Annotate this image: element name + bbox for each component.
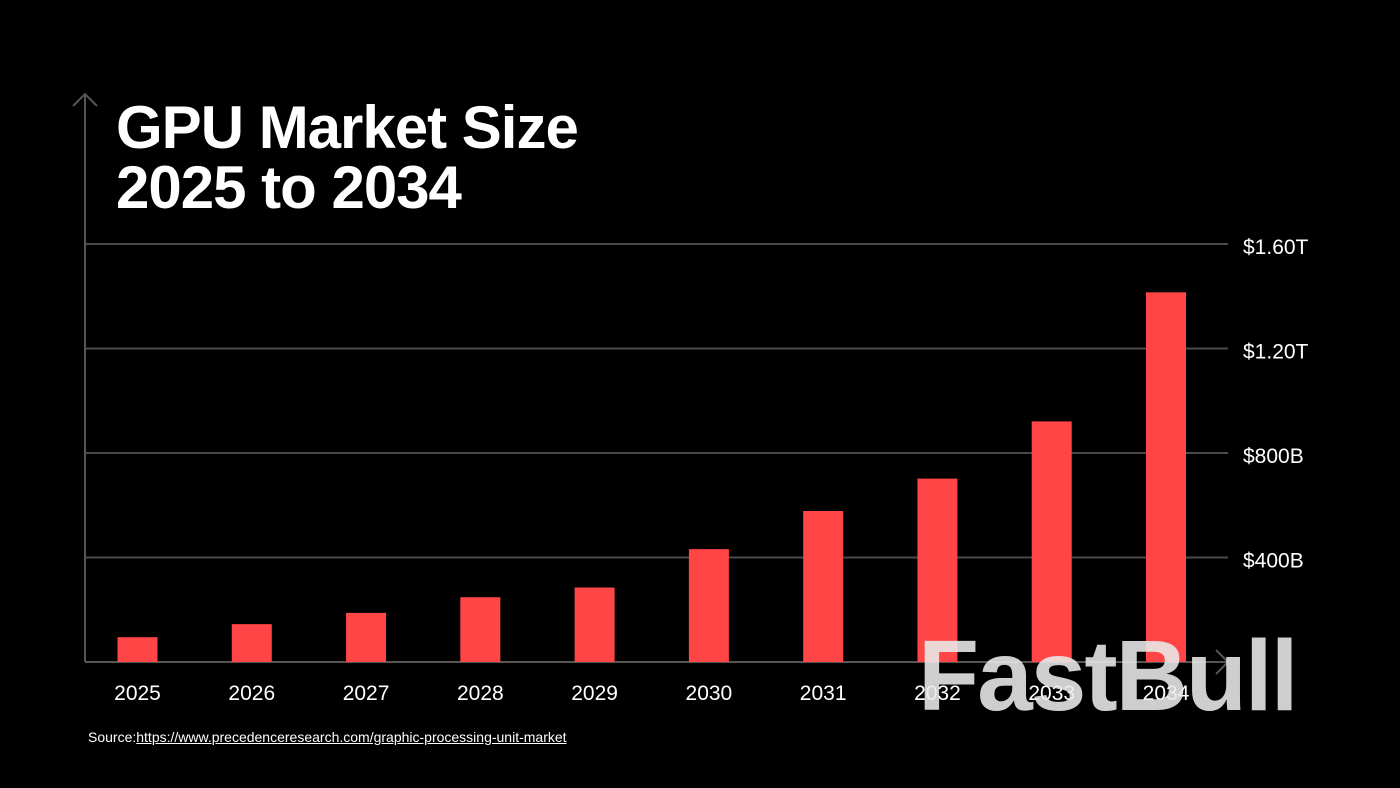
y-tick-labels: $400B $800B $1.20T $1.60T: [1243, 236, 1309, 573]
x-tick-label: 2030: [686, 682, 733, 705]
bar: [1031, 421, 1072, 662]
chart-title-line-1: GPU Market Size: [116, 94, 579, 161]
chart-title: GPU Market Size 2025 to 2034: [116, 94, 579, 221]
x-tick-label: 2033: [1028, 682, 1075, 705]
bar: [117, 637, 158, 662]
x-tick-label: 2027: [343, 682, 390, 705]
y-tick-label: $800B: [1243, 445, 1304, 468]
x-tick-label: 2032: [914, 682, 961, 705]
fastbull-watermark-logo: FastBull: [918, 620, 1298, 732]
bar: [1146, 292, 1186, 662]
x-tick-label: 2025: [114, 682, 161, 705]
y-tick-label: $1.20T: [1243, 341, 1309, 364]
x-tick-labels: 2025 2026 2027 2028 2029 2030 2031 2032 2033 2034: [114, 682, 1190, 705]
x-tick-label: 2034: [1143, 682, 1190, 705]
bar: [803, 510, 844, 662]
x-axis-arrow: [1215, 649, 1230, 675]
x-tick-label: 2028: [457, 682, 504, 705]
x-tick-label: 2029: [571, 682, 618, 705]
bar: [917, 478, 958, 662]
bar: [688, 549, 729, 662]
y-axis-arrow: [72, 92, 98, 107]
source-prefix: Source:: [88, 729, 137, 745]
bar: [460, 597, 501, 662]
source-link[interactable]: https://www.precedenceresearch.com/graph…: [136, 729, 567, 745]
x-tick-label: 2031: [800, 682, 847, 705]
bar: [231, 624, 272, 662]
y-tick-label: $400B: [1243, 550, 1304, 573]
bar: [574, 587, 615, 662]
bar: [346, 612, 387, 662]
y-tick-label: $1.60T: [1243, 236, 1309, 259]
bars: [117, 292, 1186, 662]
x-tick-label: 2026: [228, 682, 275, 705]
source-note: Source:https://www.precedenceresearch.co…: [88, 729, 567, 745]
chart-title-line-2: 2025 to 2034: [116, 154, 462, 221]
